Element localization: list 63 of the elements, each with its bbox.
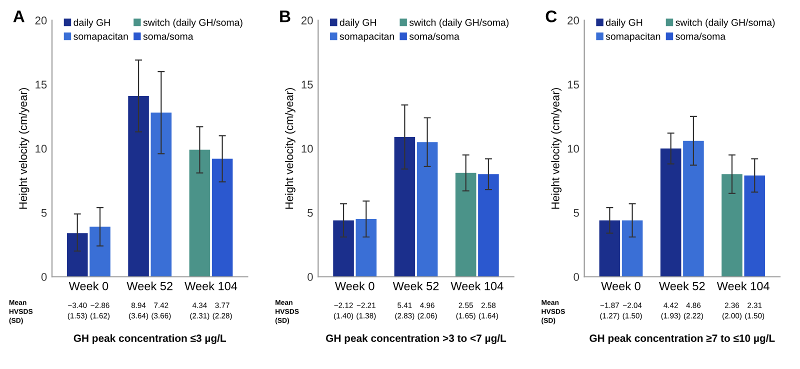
legend-label: soma/soma <box>143 32 194 40</box>
x-axis-title: GH peak concentration ≥7 to ≤10 µg/L <box>590 334 775 344</box>
bar <box>189 150 210 277</box>
x-tick-label: Week 104 <box>184 282 238 290</box>
legend-label: somapacitan <box>74 32 128 42</box>
x-axis-title: GH peak concentration ≤3 µg/L <box>74 334 226 344</box>
bar <box>66 233 88 277</box>
chart-title: C <box>546 10 557 22</box>
legend-label: daily GH <box>606 18 642 28</box>
x-tick-label: Week 52 <box>659 282 705 290</box>
y-tick-label: 10 <box>568 144 580 153</box>
y-tick-label: 20 <box>35 16 47 24</box>
x-axis-title: GH peak concentration >3 to <7 µg/L <box>326 334 506 344</box>
y-axis-title: Height velocity (cm/year) <box>18 88 30 209</box>
legend-label: somapacitan <box>340 32 394 42</box>
chart-title: A <box>13 10 24 22</box>
bar <box>356 219 377 277</box>
x-tick-label: Week 0 <box>68 282 108 290</box>
bar <box>333 220 354 277</box>
y-tick-label: 0 <box>574 273 580 281</box>
y-axis-title: Height velocity (cm/year) <box>285 88 296 209</box>
y-tick-label: 5 <box>41 209 47 217</box>
chart-title: B <box>280 10 290 22</box>
legend-label: soma/soma <box>409 32 460 40</box>
legend-label: daily GH <box>340 18 376 28</box>
bar <box>622 220 643 277</box>
y-tick-label: 0 <box>41 273 47 281</box>
bar <box>150 112 172 277</box>
bar <box>416 142 438 277</box>
y-tick-label: 20 <box>568 16 580 24</box>
x-tick-label: Week 52 <box>392 282 439 290</box>
legend-label: switch (daily GH/soma) <box>143 18 242 28</box>
y-tick-label: 20 <box>301 16 313 24</box>
x-tick-label: Week 104 <box>716 282 770 290</box>
x-tick-label: Week 52 <box>126 282 172 290</box>
bar <box>128 96 149 277</box>
x-tick-label: Week 0 <box>334 282 374 290</box>
bar <box>599 220 620 277</box>
y-tick-label: 10 <box>36 144 47 153</box>
bar <box>394 136 416 277</box>
y-tick-label: 5 <box>308 209 313 217</box>
bar <box>478 174 499 277</box>
bar <box>455 172 476 277</box>
bar <box>660 148 682 277</box>
legend-label: soma/soma <box>676 32 726 40</box>
bar <box>90 226 110 277</box>
legend-label: switch (daily GH/soma) <box>409 18 509 28</box>
y-tick-label: 0 <box>308 273 313 281</box>
bar <box>212 158 233 277</box>
legend-label: switch (daily GH/soma) <box>676 18 775 28</box>
y-tick-label: 15 <box>568 80 579 89</box>
legend-label: daily GH <box>74 18 110 28</box>
bar <box>744 175 766 277</box>
legend-label: somapacitan <box>606 32 660 42</box>
x-tick-label: Week 104 <box>450 282 504 290</box>
y-axis-title: Height velocity (cm/year) <box>551 88 562 209</box>
y-tick-label: 10 <box>302 144 313 153</box>
bar <box>683 140 704 277</box>
x-tick-label: Week 0 <box>601 282 640 290</box>
y-tick-label: 15 <box>302 80 313 89</box>
y-tick-label: 15 <box>36 80 47 89</box>
y-tick-label: 5 <box>574 209 579 217</box>
bar <box>722 174 742 277</box>
